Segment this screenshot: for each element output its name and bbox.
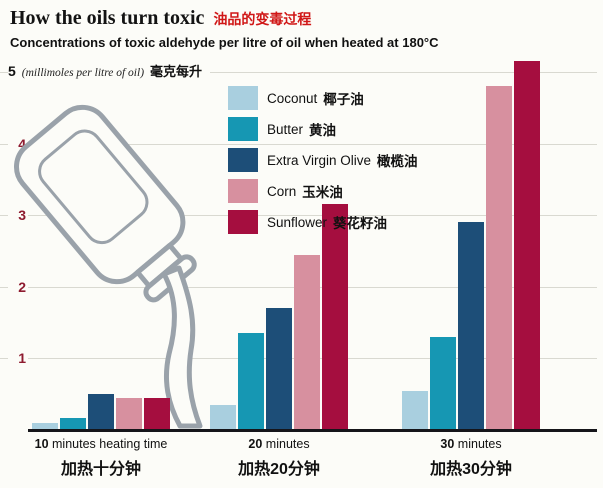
legend-swatch bbox=[228, 86, 258, 110]
x-label-number: 10 bbox=[34, 437, 49, 451]
legend-item-extra-virgin-olive: Extra Virgin Olive 橄榄油 bbox=[228, 148, 418, 172]
y-tick-3: 3 bbox=[8, 206, 28, 225]
subtitle: Concentrations of toxic aldehyde per lit… bbox=[10, 35, 439, 50]
legend-label-zh: 橄榄油 bbox=[377, 154, 418, 169]
gridline-5 bbox=[0, 72, 597, 73]
legend-label-zh: 椰子油 bbox=[323, 92, 364, 107]
x-label-text: minutes bbox=[262, 437, 310, 451]
x-label-zh: 加热十分钟 bbox=[60, 461, 141, 478]
y-axis-unit-en: (millimoles per litre of oil) bbox=[21, 67, 145, 79]
bar-coconut bbox=[210, 405, 236, 430]
bar-extra-virgin-olive bbox=[88, 394, 114, 430]
x-label-zh: 加热30分钟 bbox=[430, 461, 512, 478]
legend-item-corn: Corn 玉米油 bbox=[228, 179, 418, 203]
legend-label-zh: 玉米油 bbox=[302, 185, 343, 200]
legend-swatch bbox=[228, 148, 258, 172]
oil-bottle-illustration bbox=[14, 104, 203, 429]
legend-label-en: Extra Virgin Olive bbox=[267, 152, 372, 168]
legend-item-butter: Butter 黄油 bbox=[228, 117, 418, 141]
page-title-zh: 油品的变毒过程 bbox=[213, 11, 312, 27]
y-tick-1: 1 bbox=[8, 349, 28, 368]
x-axis-line bbox=[28, 429, 597, 432]
legend-swatch bbox=[228, 210, 258, 234]
x-label-number: 20 bbox=[248, 437, 263, 451]
bar-group-2 bbox=[210, 204, 348, 430]
legend: Coconut 椰子油 Butter 黄油 Extra Virgin Olive 橄榄油 C… bbox=[228, 86, 418, 234]
bar-sunflower bbox=[322, 204, 348, 430]
bar-corn bbox=[294, 255, 320, 430]
x-label-en: 30 minutes bbox=[361, 437, 581, 451]
title-row: How the oils turn toxic 油品的变毒过程 bbox=[10, 7, 439, 30]
bar-butter bbox=[60, 418, 86, 430]
legend-label-zh: 葵花籽油 bbox=[333, 216, 388, 231]
legend-item-coconut: Coconut 椰子油 bbox=[228, 86, 418, 110]
legend-item-sunflower: Sunflower 葵花籽油 bbox=[228, 210, 418, 234]
bar-butter bbox=[238, 333, 264, 430]
y-axis-unit: 5 (millimoles per litre of oil) 毫克每升 bbox=[8, 61, 211, 80]
bar-group-3 bbox=[402, 61, 540, 430]
legend-label-en: Corn bbox=[267, 183, 297, 199]
y-tick-2: 2 bbox=[8, 277, 28, 296]
y-axis-unit-zh: 毫克每升 bbox=[150, 64, 203, 79]
bar-coconut bbox=[32, 423, 58, 430]
legend-label-en: Coconut bbox=[267, 90, 318, 106]
bar-coconut bbox=[402, 391, 428, 430]
page-title: How the oils turn toxic bbox=[10, 7, 205, 29]
x-label-en: 10 minutes heating time bbox=[0, 437, 211, 451]
legend-label-en: Sunflower bbox=[267, 214, 328, 230]
bar-group-1 bbox=[32, 394, 170, 430]
y-axis-top-tick: 5 bbox=[8, 63, 16, 79]
x-label-en: 20 minutes bbox=[169, 437, 389, 451]
x-label-group-2: 20 minutes 加热20分钟 bbox=[169, 437, 389, 479]
legend-swatch bbox=[228, 117, 258, 141]
gridline-3 bbox=[0, 215, 597, 217]
x-label-number: 30 bbox=[440, 437, 455, 451]
bar-corn bbox=[486, 86, 512, 430]
x-label-text: minutes heating time bbox=[48, 437, 168, 451]
header: How the oils turn toxic 油品的变毒过程 Concentr… bbox=[10, 7, 439, 50]
bar-corn bbox=[116, 398, 142, 430]
x-label-group-1: 10 minutes heating time 加热十分钟 bbox=[0, 437, 211, 479]
bar-butter bbox=[430, 337, 456, 430]
legend-label-zh: 黄油 bbox=[309, 123, 337, 138]
legend-swatch bbox=[228, 179, 258, 203]
x-label-zh: 加热20分钟 bbox=[238, 461, 320, 478]
gridline-4 bbox=[0, 143, 597, 145]
bar-extra-virgin-olive bbox=[266, 308, 292, 430]
bar-extra-virgin-olive bbox=[458, 222, 484, 430]
x-label-text: minutes bbox=[454, 437, 502, 451]
legend-label-en: Butter bbox=[267, 121, 304, 137]
bar-sunflower bbox=[514, 61, 540, 430]
bar-sunflower bbox=[144, 398, 170, 430]
x-label-group-3: 30 minutes 加热30分钟 bbox=[361, 437, 581, 479]
